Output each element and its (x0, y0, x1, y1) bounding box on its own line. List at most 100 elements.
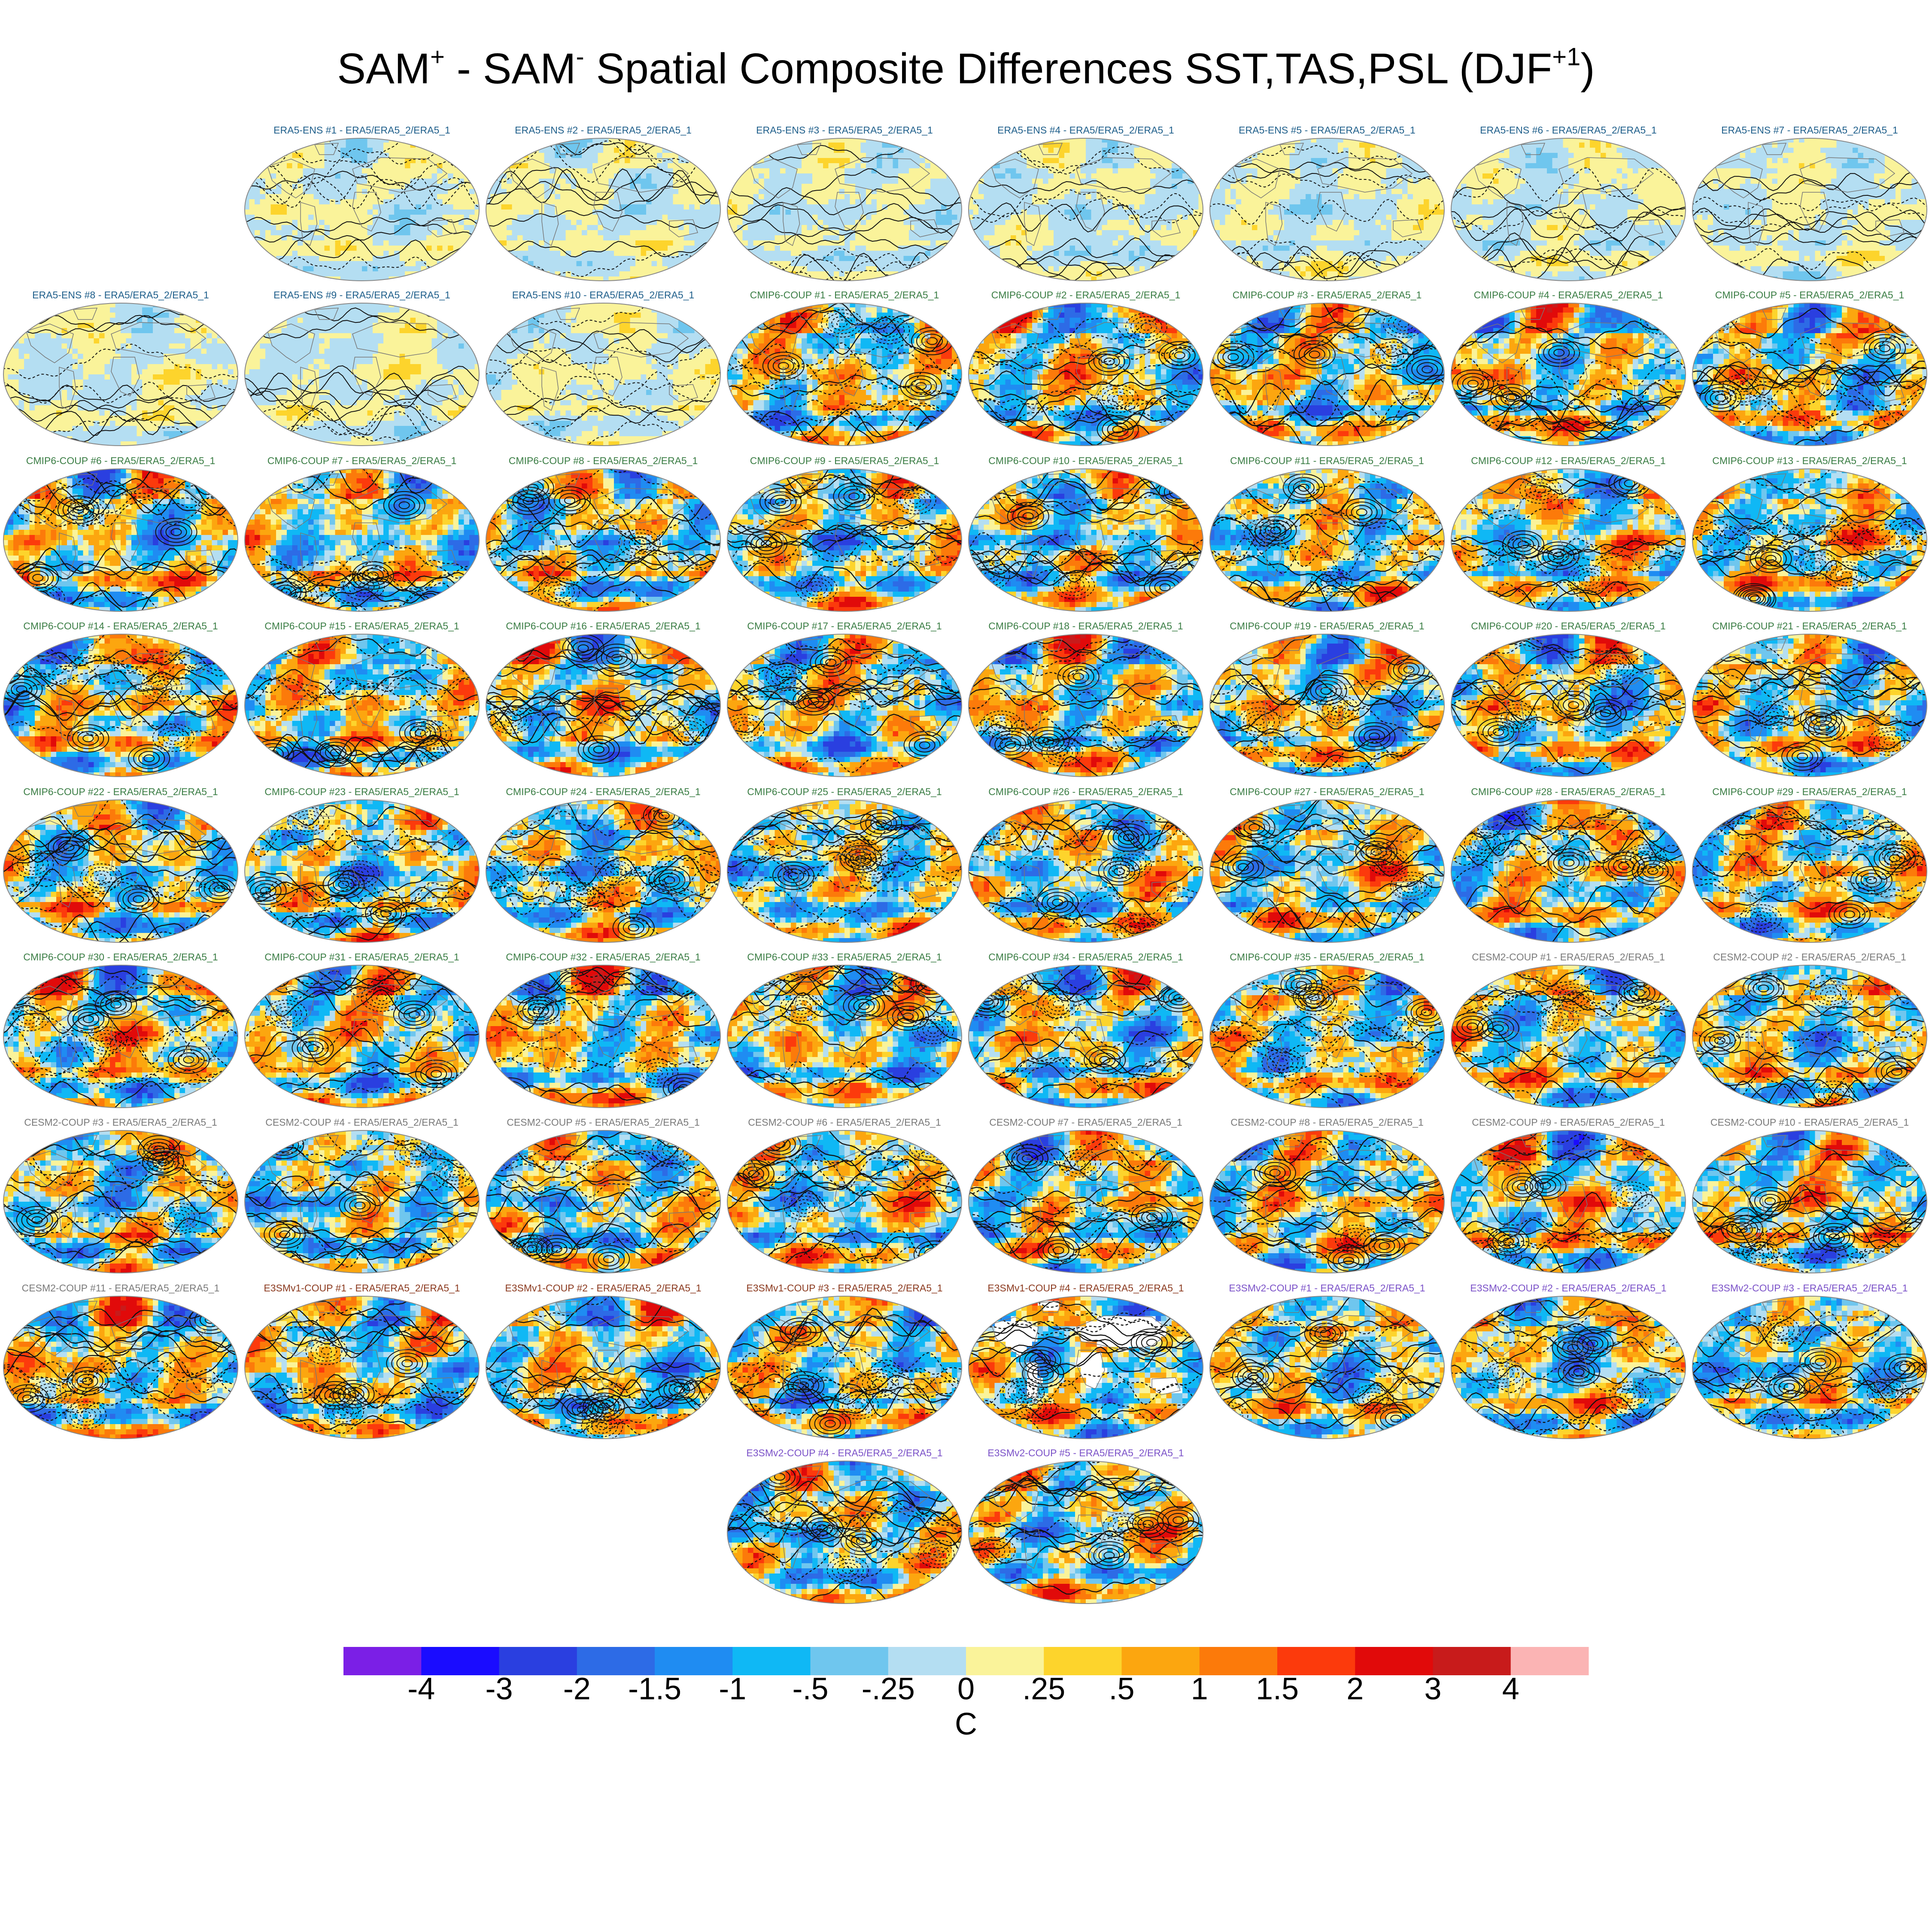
robinson-map (244, 468, 480, 612)
robinson-map (1692, 1295, 1928, 1440)
robinson-map (968, 302, 1204, 447)
map-panel: E3SMv2-COUP #2 - ERA5/ERA5_2/ERA5_1 (1448, 1282, 1689, 1445)
panel-label: CMIP6-COUP #27 - ERA5/ERA5_2/ERA5_1 (1206, 785, 1448, 798)
map-panel: CMIP6-COUP #8 - ERA5/ERA5_2/ERA5_1 (483, 454, 724, 617)
robinson-map (1450, 1130, 1686, 1274)
panel-label: CMIP6-COUP #9 - ERA5/ERA5_2/ERA5_1 (724, 454, 965, 467)
map-panel: E3SMv1-COUP #3 - ERA5/ERA5_2/ERA5_1 (724, 1282, 965, 1445)
robinson-map (3, 1130, 239, 1274)
map-panel: CMIP6-COUP #24 - ERA5/ERA5_2/ERA5_1 (483, 785, 724, 948)
robinson-map (485, 633, 721, 778)
robinson-map (244, 633, 480, 778)
colorbar-swatch (1277, 1647, 1355, 1675)
colorbar-swatch (966, 1647, 1044, 1675)
colorbar-swatch (888, 1647, 966, 1675)
colorbar-swatch (577, 1647, 655, 1675)
map-panel: CMIP6-COUP #23 - ERA5/ERA5_2/ERA5_1 (241, 785, 483, 948)
map-panel: E3SMv2-COUP #3 - ERA5/ERA5_2/ERA5_1 (1689, 1282, 1930, 1445)
map-panel: CMIP6-COUP #18 - ERA5/ERA5_2/ERA5_1 (965, 620, 1206, 783)
robinson-map (1450, 633, 1686, 778)
robinson-map (968, 633, 1204, 778)
map-panel: CMIP6-COUP #11 - ERA5/ERA5_2/ERA5_1 (1206, 454, 1448, 617)
panel-label: E3SMv1-COUP #2 - ERA5/ERA5_2/ERA5_1 (483, 1282, 724, 1294)
robinson-map (1209, 1130, 1445, 1274)
panel-label: ERA5-ENS #6 - ERA5/ERA5_2/ERA5_1 (1448, 124, 1689, 137)
panel-label: CESM2-COUP #11 - ERA5/ERA5_2/ERA5_1 (0, 1282, 241, 1294)
map-panel: CESM2-COUP #9 - ERA5/ERA5_2/ERA5_1 (1448, 1116, 1689, 1279)
robinson-map (3, 633, 239, 778)
colorbar-tick-label: 4 (1481, 1674, 1541, 1704)
robinson-map (968, 799, 1204, 943)
panel-label: CESM2-COUP #8 - ERA5/ERA5_2/ERA5_1 (1206, 1116, 1448, 1129)
panel-label: CESM2-COUP #1 - ERA5/ERA5_2/ERA5_1 (1448, 951, 1689, 963)
map-panel: CMIP6-COUP #15 - ERA5/ERA5_2/ERA5_1 (241, 620, 483, 783)
map-panel: CMIP6-COUP #31 - ERA5/ERA5_2/ERA5_1 (241, 951, 483, 1114)
robinson-map (1692, 1130, 1928, 1274)
map-panel: ERA5-ENS #2 - ERA5/ERA5_2/ERA5_1 (483, 124, 724, 287)
robinson-map (968, 1460, 1204, 1604)
robinson-map (726, 1130, 963, 1274)
panel-label: CMIP6-COUP #7 - ERA5/ERA5_2/ERA5_1 (241, 454, 483, 467)
panel-label: E3SMv1-COUP #4 - ERA5/ERA5_2/ERA5_1 (965, 1282, 1206, 1294)
robinson-map (244, 799, 480, 943)
panel-label: CMIP6-COUP #3 - ERA5/ERA5_2/ERA5_1 (1206, 289, 1448, 301)
panel-label: ERA5-ENS #3 - ERA5/ERA5_2/ERA5_1 (724, 124, 965, 137)
robinson-map (726, 633, 963, 778)
panel-label: CMIP6-COUP #21 - ERA5/ERA5_2/ERA5_1 (1689, 620, 1930, 632)
map-panel: CMIP6-COUP #21 - ERA5/ERA5_2/ERA5_1 (1689, 620, 1930, 783)
map-panel: CMIP6-COUP #6 - ERA5/ERA5_2/ERA5_1 (0, 454, 241, 617)
colorbar-tick-label: -.5 (781, 1674, 841, 1704)
panel-label: CESM2-COUP #9 - ERA5/ERA5_2/ERA5_1 (1448, 1116, 1689, 1129)
panel-label: ERA5-ENS #9 - ERA5/ERA5_2/ERA5_1 (241, 289, 483, 301)
map-panel: CESM2-COUP #2 - ERA5/ERA5_2/ERA5_1 (1689, 951, 1930, 1114)
panel-label: CMIP6-COUP #22 - ERA5/ERA5_2/ERA5_1 (0, 785, 241, 798)
robinson-map (1692, 468, 1928, 612)
panel-label: CMIP6-COUP #32 - ERA5/ERA5_2/ERA5_1 (483, 951, 724, 963)
robinson-map (968, 468, 1204, 612)
map-panel: CMIP6-COUP #17 - ERA5/ERA5_2/ERA5_1 (724, 620, 965, 783)
map-panel: ERA5-ENS #6 - ERA5/ERA5_2/ERA5_1 (1448, 124, 1689, 287)
panel-label: E3SMv2-COUP #5 - ERA5/ERA5_2/ERA5_1 (965, 1446, 1206, 1459)
panel-label: CMIP6-COUP #1 - ERA5/ERA5_2/ERA5_1 (724, 289, 965, 301)
panel-label: CESM2-COUP #2 - ERA5/ERA5_2/ERA5_1 (1689, 951, 1930, 963)
robinson-map (726, 964, 963, 1109)
robinson-map (1450, 1295, 1686, 1440)
map-panel: CMIP6-COUP #35 - ERA5/ERA5_2/ERA5_1 (1206, 951, 1448, 1114)
map-panel: CMIP6-COUP #2 - ERA5/ERA5_2/ERA5_1 (965, 289, 1206, 452)
panel-label: CMIP6-COUP #28 - ERA5/ERA5_2/ERA5_1 (1448, 785, 1689, 798)
map-panel: CMIP6-COUP #3 - ERA5/ERA5_2/ERA5_1 (1206, 289, 1448, 452)
map-panel: CESM2-COUP #10 - ERA5/ERA5_2/ERA5_1 (1689, 1116, 1930, 1279)
panel-label: CMIP6-COUP #33 - ERA5/ERA5_2/ERA5_1 (724, 951, 965, 963)
robinson-map (968, 964, 1204, 1109)
map-panel: CMIP6-COUP #1 - ERA5/ERA5_2/ERA5_1 (724, 289, 965, 452)
colorbar-tick-label: 1 (1170, 1674, 1230, 1704)
robinson-map (726, 468, 963, 612)
map-panel: CMIP6-COUP #32 - ERA5/ERA5_2/ERA5_1 (483, 951, 724, 1114)
robinson-map (1209, 964, 1445, 1109)
colorbar-swatch (1355, 1647, 1433, 1675)
map-panel: CMIP6-COUP #9 - ERA5/ERA5_2/ERA5_1 (724, 454, 965, 617)
map-panel: CESM2-COUP #3 - ERA5/ERA5_2/ERA5_1 (0, 1116, 241, 1279)
robinson-map (485, 302, 721, 447)
robinson-map (244, 1295, 480, 1440)
robinson-map (1209, 302, 1445, 447)
robinson-map (485, 1295, 721, 1440)
map-panel: CMIP6-COUP #34 - ERA5/ERA5_2/ERA5_1 (965, 951, 1206, 1114)
robinson-map (485, 964, 721, 1109)
map-panel: CESM2-COUP #8 - ERA5/ERA5_2/ERA5_1 (1206, 1116, 1448, 1279)
robinson-map (1450, 137, 1686, 282)
robinson-map (1450, 964, 1686, 1109)
colorbar-swatch (1044, 1647, 1122, 1675)
panel-label: CMIP6-COUP #14 - ERA5/ERA5_2/ERA5_1 (0, 620, 241, 632)
map-panel: E3SMv2-COUP #5 - ERA5/ERA5_2/ERA5_1 (965, 1446, 1206, 1610)
map-panel: CMIP6-COUP #5 - ERA5/ERA5_2/ERA5_1 (1689, 289, 1930, 452)
panel-label: ERA5-ENS #4 - ERA5/ERA5_2/ERA5_1 (965, 124, 1206, 137)
map-panel: CESM2-COUP #11 - ERA5/ERA5_2/ERA5_1 (0, 1282, 241, 1445)
panel-label: CMIP6-COUP #35 - ERA5/ERA5_2/ERA5_1 (1206, 951, 1448, 963)
colorbar-swatch (343, 1647, 422, 1675)
colorbar-swatch (1433, 1647, 1511, 1675)
robinson-map (485, 137, 721, 282)
robinson-map (1692, 137, 1928, 282)
map-panel: CMIP6-COUP #7 - ERA5/ERA5_2/ERA5_1 (241, 454, 483, 617)
map-panel: CMIP6-COUP #12 - ERA5/ERA5_2/ERA5_1 (1448, 454, 1689, 617)
